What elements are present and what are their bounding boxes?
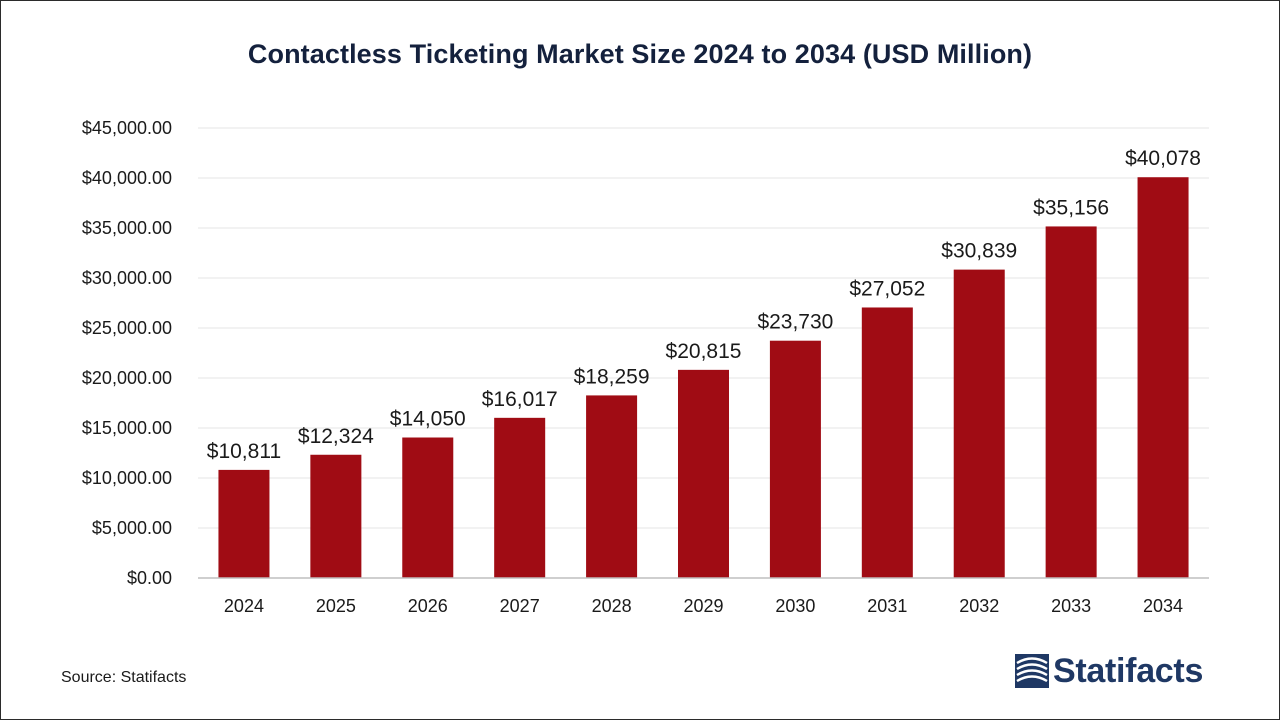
y-tick-label: $35,000.00 — [82, 218, 172, 238]
x-tick-label: 2030 — [775, 596, 815, 616]
bar — [1137, 177, 1189, 578]
statifacts-logo-icon — [1015, 654, 1049, 688]
bar — [677, 369, 730, 578]
bar — [586, 395, 638, 578]
bar — [402, 437, 454, 578]
data-label: $18,259 — [574, 365, 650, 388]
bar — [953, 269, 1005, 578]
source-note: Source: Statifacts — [61, 669, 187, 686]
x-tick-label: 2025 — [316, 596, 356, 616]
logo-wordmark: Statifacts — [1053, 652, 1204, 690]
data-label: $10,811 — [207, 440, 281, 463]
bar — [494, 417, 546, 578]
y-tick-label: $45,000.00 — [82, 118, 172, 138]
data-label: $30,839 — [941, 240, 1017, 263]
x-tick-label: 2028 — [592, 596, 632, 616]
y-tick-label: $30,000.00 — [82, 268, 172, 288]
x-tick-label: 2032 — [959, 596, 999, 616]
statifacts-logo: Statifacts — [1013, 651, 1223, 693]
data-label: $16,017 — [482, 388, 558, 411]
data-label: $40,078 — [1125, 147, 1201, 170]
bar — [861, 307, 913, 578]
y-tick-label: $0.00 — [127, 568, 172, 588]
x-tick-label: 2026 — [408, 596, 448, 616]
data-label: $27,052 — [849, 277, 925, 300]
data-label: $23,730 — [757, 311, 833, 334]
data-label: $12,324 — [298, 425, 374, 448]
data-label: $14,050 — [390, 408, 466, 431]
x-tick-label: 2029 — [683, 596, 723, 616]
bar — [1045, 226, 1097, 578]
bar — [218, 469, 270, 578]
y-tick-label: $20,000.00 — [82, 368, 172, 388]
x-tick-label: 2031 — [867, 596, 907, 616]
y-tick-label: $5,000.00 — [92, 518, 172, 538]
chart-title: Contactless Ticketing Market Size 2024 t… — [247, 39, 1033, 69]
x-tick-label: 2024 — [224, 596, 264, 616]
data-label: $20,815 — [666, 340, 742, 363]
y-tick-label: $25,000.00 — [82, 318, 172, 338]
bar — [769, 340, 821, 578]
data-label: $35,156 — [1033, 196, 1109, 219]
y-tick-label: $15,000.00 — [82, 418, 172, 438]
y-tick-label: $40,000.00 — [82, 168, 172, 188]
y-tick-label: $10,000.00 — [82, 468, 172, 488]
bar — [310, 454, 362, 578]
x-tick-label: 2033 — [1051, 596, 1091, 616]
x-tick-label: 2027 — [500, 596, 540, 616]
x-tick-label: 2034 — [1143, 596, 1183, 616]
